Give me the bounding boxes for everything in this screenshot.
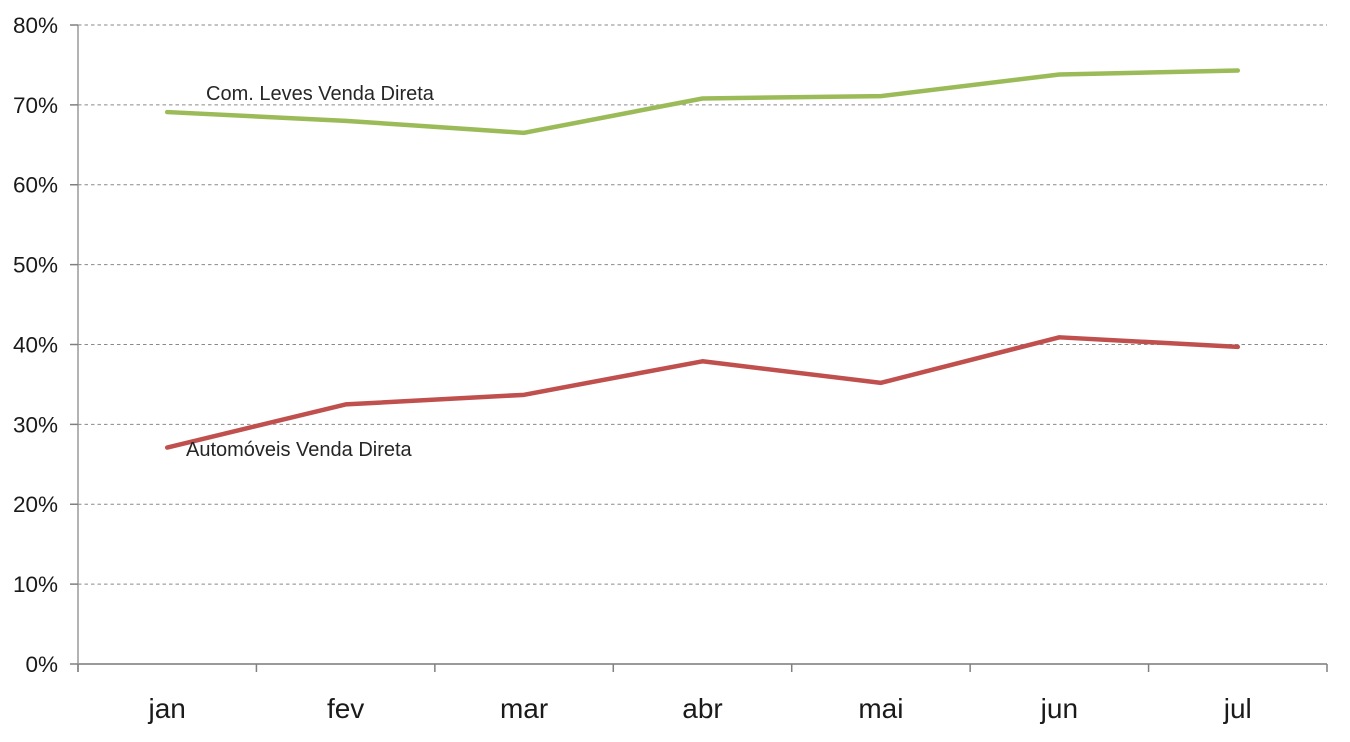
series-line-1	[164, 335, 1241, 450]
y-axis-label-40%: 40%	[13, 332, 58, 357]
x-axis-label-mar: mar	[500, 693, 548, 724]
y-axis-label-20%: 20%	[13, 492, 58, 517]
series-label-1: Automóveis Venda Direta	[186, 439, 413, 461]
y-axis-label-0%: 0%	[25, 652, 58, 677]
x-axis-label-fev: fev	[327, 693, 364, 724]
series-line-0	[164, 68, 1241, 136]
x-axis-label-jan: jan	[148, 693, 186, 724]
y-axis-label-10%: 10%	[13, 572, 58, 597]
y-axis-label-70%: 70%	[13, 93, 58, 118]
x-axis-label-mai: mai	[858, 693, 903, 724]
y-axis-label-80%: 80%	[13, 13, 58, 38]
x-axis-label-jun: jun	[1040, 693, 1078, 724]
x-axis-label-jul: jul	[1223, 693, 1252, 724]
x-axis-label-abr: abr	[682, 693, 722, 724]
y-axis-label-50%: 50%	[13, 253, 58, 278]
y-axis-label-30%: 30%	[13, 412, 58, 437]
series-label-0: Com. Leves Venda Direta	[206, 83, 435, 105]
y-axis-label-60%: 60%	[13, 173, 58, 198]
